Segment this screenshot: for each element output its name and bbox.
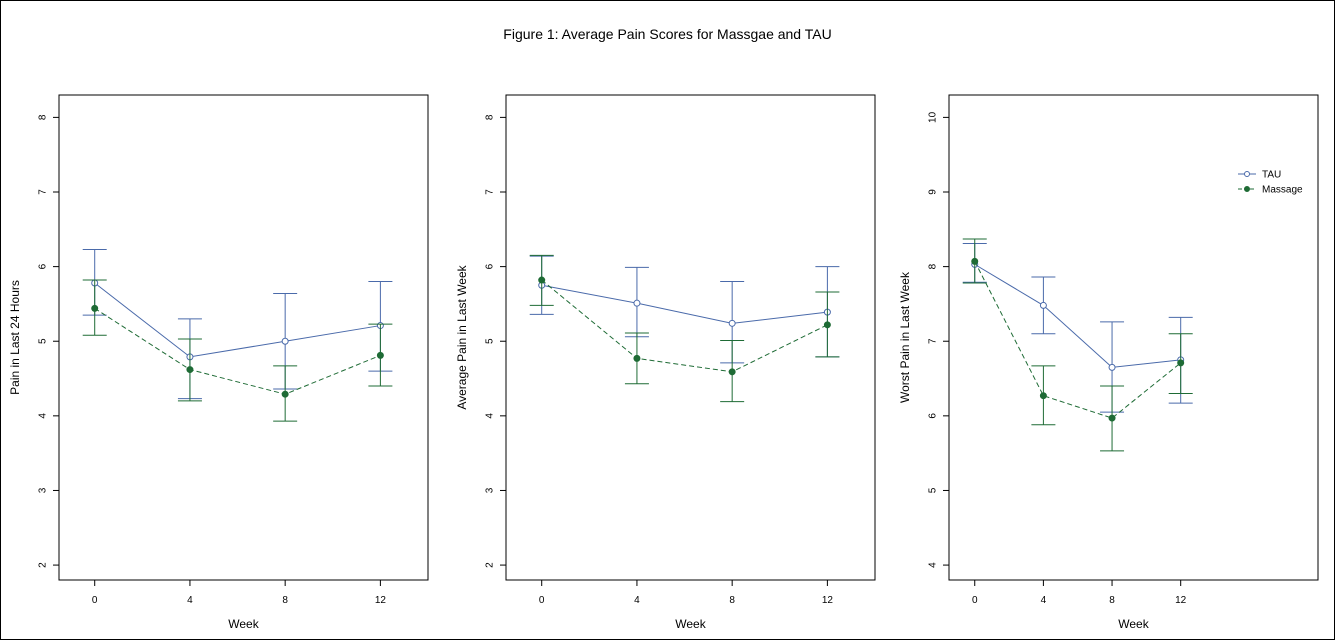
panel1-y-tick-label: 2 <box>38 562 49 568</box>
panel2-y-tick-label: 2 <box>485 562 496 568</box>
panel1-y-tick-label: 8 <box>38 114 49 120</box>
panel1-y-tick-label: 5 <box>38 338 49 344</box>
panel1-plot-box <box>58 94 429 581</box>
panel1-massage-series-line <box>94 307 381 395</box>
panel3-massage-point <box>1039 392 1047 400</box>
panel3-y-tick-label: 4 <box>928 562 939 568</box>
panel2-x-tick-label: 8 <box>729 595 735 606</box>
legend-tau-label: TAU <box>1262 170 1281 181</box>
panel1-y-tick-label: 3 <box>38 487 49 493</box>
panel1-tau-point <box>281 337 289 345</box>
panel2-massage-series-line <box>541 279 828 373</box>
panel1-y-tick-label: 6 <box>38 263 49 269</box>
panel3-tau-series-line <box>974 263 1181 368</box>
panel2-y-tick-label: 6 <box>485 263 496 269</box>
panel2-x-tick-label: 4 <box>634 595 640 606</box>
panel2-y-tick-label: 4 <box>485 413 496 419</box>
panel3-y-tick-label: 5 <box>928 487 939 493</box>
panel1-x-tick-label: 12 <box>375 595 387 606</box>
panel3-y-tick-label: 6 <box>928 413 939 419</box>
panel2-plot-box <box>505 94 876 581</box>
panel2-tau-series-line <box>541 284 828 324</box>
panel1-massage-point <box>91 304 99 312</box>
panel3-y-tick-label: 7 <box>928 338 939 344</box>
panel3-massage-series-line <box>974 261 1182 419</box>
panel1-y-tick-label: 4 <box>38 413 49 419</box>
panel3-x-axis-label: Week <box>1118 617 1149 631</box>
panel2-x-tick-label: 0 <box>539 595 545 606</box>
panel2-y-tick-label: 3 <box>485 487 496 493</box>
panel3-massage-point <box>1108 414 1116 422</box>
panel2-massage-point <box>823 321 831 329</box>
panel1-x-tick-label: 8 <box>282 595 288 606</box>
panel2-y-tick-label: 5 <box>485 338 496 344</box>
panel1-y-axis-label: Pain in Last 24 Hours <box>8 280 22 395</box>
panel2-massage-point <box>728 368 736 376</box>
panel2-massage-point <box>633 354 641 362</box>
legend-massage-marker <box>1244 186 1250 192</box>
panel3-tau-point <box>1108 363 1116 371</box>
panel3-y-tick-label: 10 <box>928 111 939 123</box>
panel2-y-tick-label: 8 <box>485 114 496 120</box>
panel3-plot-box <box>948 94 1319 581</box>
panel3-massage-point <box>1177 359 1185 367</box>
panel1-massage-point <box>186 366 194 374</box>
panel3-massage-point <box>971 257 979 265</box>
panel1-x-axis-label: Week <box>228 617 259 631</box>
figure-title: Figure 1: Average Pain Scores for Massga… <box>503 26 832 42</box>
panel2-y-axis-label: Average Pain in Last Week <box>455 264 469 409</box>
panel1-x-tick-label: 4 <box>187 595 193 606</box>
panel2-tau-point <box>633 299 641 307</box>
panel3-x-tick-label: 0 <box>972 595 978 606</box>
panel3-x-tick-label: 12 <box>1175 595 1187 606</box>
panel1-y-tick-label: 7 <box>38 189 49 195</box>
panel2-massage-point <box>538 276 546 284</box>
panel1-x-tick-label: 0 <box>92 595 98 606</box>
panel2-x-tick-label: 12 <box>822 595 834 606</box>
legend-tau-marker <box>1244 171 1250 177</box>
panel2-tau-point <box>728 319 736 327</box>
panel2-x-axis-label: Week <box>675 617 706 631</box>
panel3-tau-point <box>1039 301 1047 309</box>
panel1-tau-series-line <box>94 282 381 358</box>
panel3-y-axis-label: Worst Pain in Last Week <box>898 271 912 403</box>
panel3-y-tick-label: 9 <box>928 189 939 195</box>
legend-massage-label: Massage <box>1262 185 1303 196</box>
panel1-massage-point <box>281 390 289 398</box>
panel2-y-tick-label: 7 <box>485 189 496 195</box>
panel3-y-tick-label: 8 <box>928 263 939 269</box>
panel3-x-tick-label: 8 <box>1109 595 1115 606</box>
panel1-massage-point <box>376 351 384 359</box>
panel3-x-tick-label: 4 <box>1041 595 1047 606</box>
